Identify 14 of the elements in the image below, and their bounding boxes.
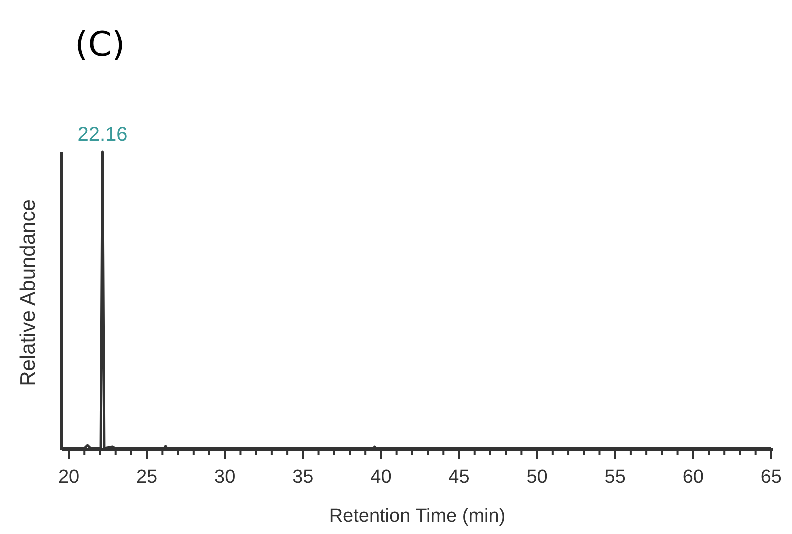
y-axis-title: Relative Abundance bbox=[17, 200, 40, 386]
x-tick-label: 30 bbox=[214, 467, 236, 488]
x-tick-label: 60 bbox=[682, 467, 704, 488]
x-tick-label: 25 bbox=[136, 467, 158, 488]
x-axis-title: Retention Time (min) bbox=[329, 506, 506, 527]
x-tick-label: 50 bbox=[526, 467, 548, 488]
x-tick-label: 40 bbox=[370, 467, 392, 488]
x-tick-label: 55 bbox=[604, 467, 626, 488]
x-tick-label: 35 bbox=[292, 467, 314, 488]
x-tick-label: 65 bbox=[760, 467, 782, 488]
annotation: 22.16 bbox=[78, 124, 128, 146]
chart-title: (C) bbox=[75, 25, 126, 65]
x-tick-label: 20 bbox=[58, 467, 80, 488]
x-tick-label: 45 bbox=[448, 467, 470, 488]
